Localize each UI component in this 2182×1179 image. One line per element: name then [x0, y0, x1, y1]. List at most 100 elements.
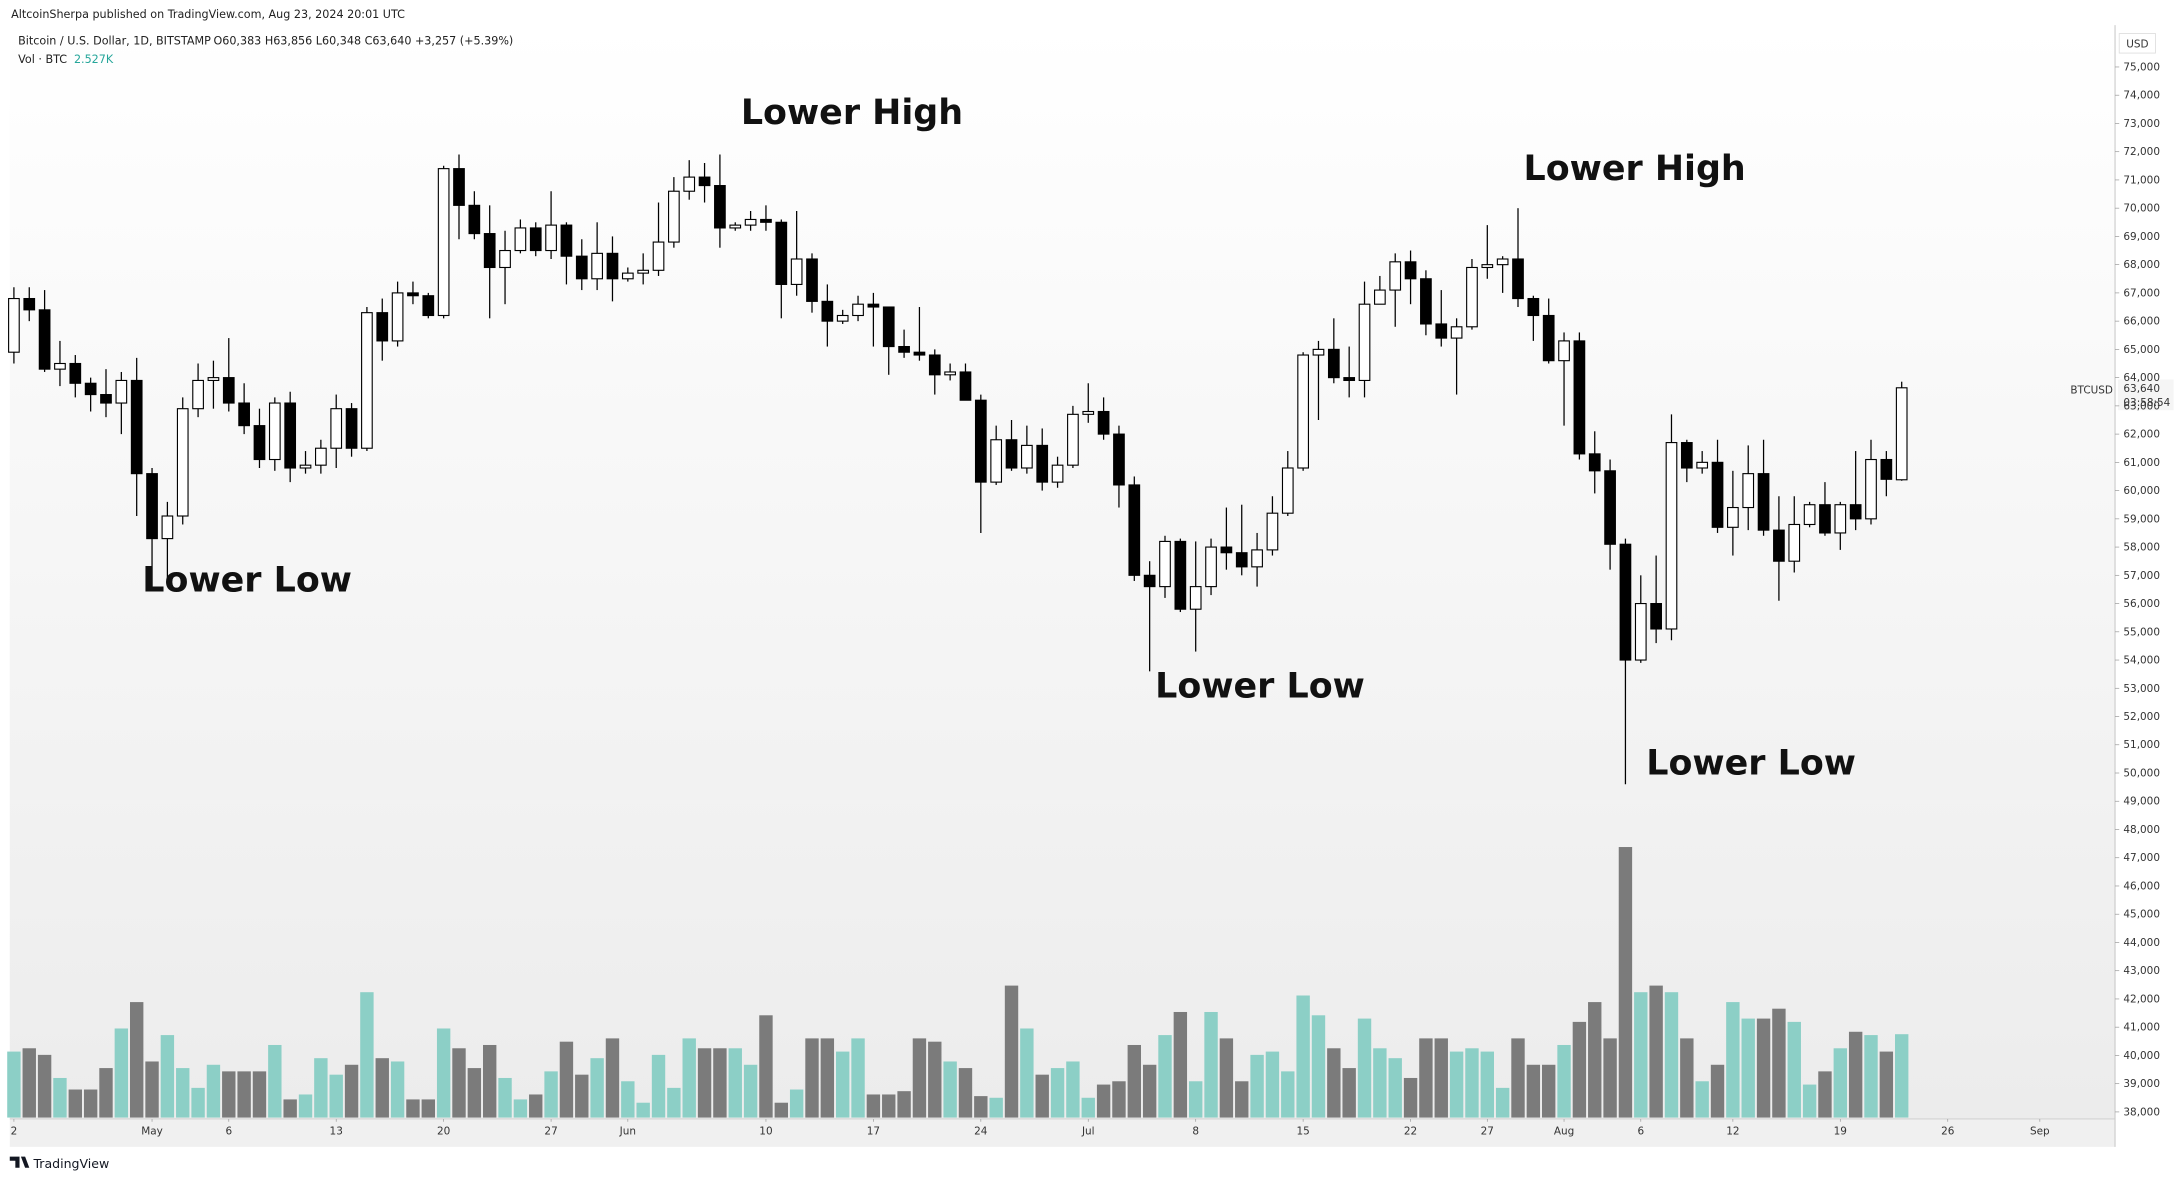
- volume-label: Vol · BTC: [18, 53, 67, 66]
- volume-bar: [498, 1077, 512, 1118]
- volume-bar: [1542, 1064, 1556, 1118]
- volume-bar: [1465, 1048, 1479, 1118]
- volume-bar: [989, 1097, 1003, 1118]
- y-tick-label: 65,000: [2123, 344, 2160, 356]
- candle-body: [146, 473, 158, 540]
- candle-body: [100, 394, 112, 404]
- candle-body: [1097, 410, 1110, 435]
- candle-body: [192, 379, 204, 410]
- volume-bar: [1526, 1064, 1541, 1118]
- volume-bar: [1265, 1051, 1280, 1118]
- volume-bar: [928, 1041, 942, 1118]
- candle-body: [407, 292, 419, 297]
- candle-body: [69, 362, 82, 384]
- candle-body: [1880, 458, 1893, 480]
- candle-body: [1036, 444, 1049, 483]
- volume-bar: [605, 1038, 620, 1118]
- candle-body: [84, 382, 97, 396]
- y-tick-label: 55,000: [2123, 626, 2160, 638]
- candle-body: [790, 258, 803, 285]
- y-tick-label: 53,000: [2123, 683, 2160, 695]
- candle-body: [8, 297, 20, 353]
- annotation: Lower High: [1523, 149, 1745, 189]
- volume-bar: [1357, 1018, 1372, 1118]
- volume-bar: [452, 1048, 466, 1118]
- y-tick-label: 67,000: [2123, 287, 2160, 299]
- candle-body: [1374, 289, 1386, 305]
- candle-body: [1803, 504, 1816, 526]
- volume-bar: [160, 1035, 175, 1118]
- candle-body: [315, 447, 327, 466]
- candle-body: [1450, 326, 1463, 339]
- candle-body: [1834, 504, 1847, 534]
- volume-bar: [590, 1058, 604, 1118]
- candle-body: [882, 306, 895, 348]
- candle-body: [130, 379, 143, 475]
- x-tick-label: 20: [437, 1125, 450, 1137]
- y-tick-label: 72,000: [2123, 146, 2160, 158]
- y-tick-label: 40,000: [2123, 1050, 2160, 1062]
- volume-bar: [360, 992, 374, 1118]
- volume-bar: [1050, 1068, 1065, 1118]
- candle-body: [591, 252, 603, 280]
- candle-body: [1113, 433, 1125, 486]
- x-tick-label: Jun: [619, 1125, 636, 1137]
- candles: [8, 154, 1908, 785]
- volume-bar: [99, 1068, 113, 1118]
- time-axis: [9, 1118, 2116, 1147]
- candle-body: [806, 258, 818, 302]
- candle-body: [1281, 467, 1294, 514]
- volume-bar: [406, 1099, 420, 1118]
- volume-bar: [728, 1048, 742, 1118]
- volume-bar: [912, 1038, 927, 1118]
- axes: 38,000 39,000 40,000 41,000 42,000 43,000 44,0…: [11, 61, 2160, 1137]
- volume-bar: [897, 1091, 911, 1118]
- candle-body: [483, 233, 496, 269]
- brand: TradingView: [32, 1156, 109, 1171]
- candle-body: [1266, 512, 1279, 551]
- candle-body: [284, 402, 297, 469]
- volume-bar: [1879, 1051, 1894, 1118]
- volume-bar: [1250, 1054, 1264, 1118]
- volume-bar: [1618, 847, 1633, 1118]
- volume-bar: [436, 1028, 451, 1118]
- y-tick-label: 74,000: [2123, 90, 2160, 102]
- y-tick-label: 45,000: [2123, 909, 2160, 921]
- candle-body: [1512, 258, 1524, 300]
- volume-bar: [1020, 1028, 1034, 1118]
- volume-bar: [1833, 1048, 1848, 1118]
- volume-bar: [958, 1068, 973, 1118]
- candle-body: [1220, 546, 1233, 554]
- candle-body: [621, 272, 634, 280]
- candle-body: [1404, 261, 1417, 280]
- volume-bar: [145, 1061, 159, 1118]
- candle-body: [1143, 574, 1156, 588]
- y-tick-label: 57,000: [2123, 570, 2160, 582]
- volume-bar: [1419, 1038, 1433, 1118]
- volume-bar: [1864, 1035, 1878, 1118]
- volume-bar: [1434, 1038, 1448, 1118]
- candle-body: [453, 168, 465, 206]
- candle-body: [1005, 439, 1018, 469]
- volume-bar: [1603, 1038, 1617, 1118]
- volume-bar: [1756, 1018, 1771, 1118]
- volume-bar: [1081, 1097, 1095, 1118]
- y-tick-label: 38,000: [2123, 1106, 2160, 1118]
- x-tick-label: 17: [867, 1125, 880, 1137]
- volume-bar: [268, 1044, 282, 1118]
- volume-bar: [191, 1087, 205, 1118]
- volume-bar: [789, 1089, 804, 1118]
- volume-bar: [1680, 1038, 1694, 1118]
- candle-body: [1711, 461, 1724, 528]
- candle-body: [54, 362, 66, 370]
- y-tick-label: 58,000: [2123, 542, 2160, 554]
- candle-body: [867, 303, 880, 308]
- y-tick-label: 59,000: [2123, 513, 2160, 525]
- candle-body: [1235, 552, 1248, 568]
- y-tick-label: 54,000: [2123, 655, 2160, 667]
- volume-bar: [1388, 1058, 1402, 1118]
- candle-body: [1174, 540, 1187, 610]
- candle-body: [1343, 377, 1356, 382]
- candle-body: [238, 402, 250, 427]
